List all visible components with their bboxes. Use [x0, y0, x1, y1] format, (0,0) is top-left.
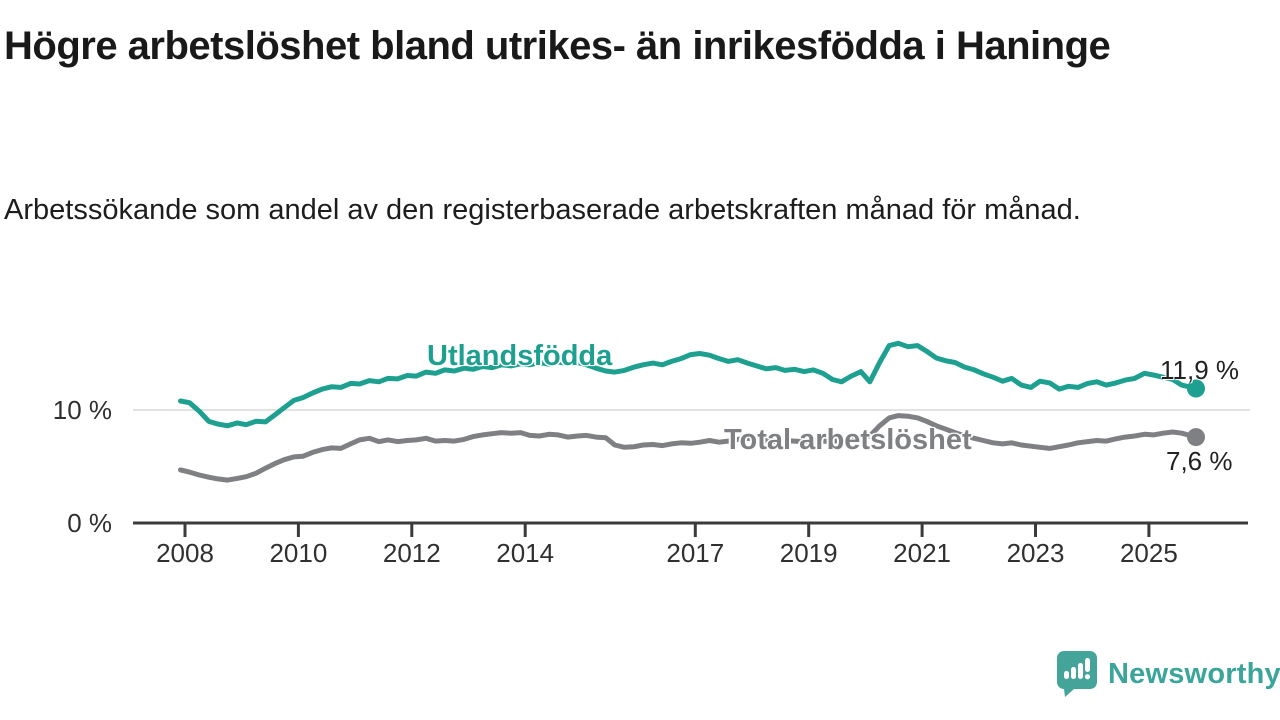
x-tick-label-2025: 2025	[1120, 538, 1178, 568]
newsworthy-logo-icon	[1057, 651, 1097, 697]
x-tick-label-2021: 2021	[893, 538, 951, 568]
speech-bubble-shape	[1057, 651, 1097, 697]
y-axis-tick-labels: 0 % 10 %	[53, 395, 112, 538]
series-label-total-arbetsloshet: Total arbetslöshet	[724, 424, 972, 456]
end-value-label-utlandsfodda: 11,9 %	[1160, 355, 1240, 385]
x-tick-label-2023: 2023	[1007, 538, 1065, 568]
x-tick-label-2012: 2012	[383, 538, 441, 568]
y-tick-label-0: 0 %	[67, 508, 112, 538]
series-line-utlandsfodda	[178, 340, 1199, 429]
end-value-label-total-arbetsloshet: 7,6 %	[1166, 446, 1233, 476]
x-tick-label-2008: 2008	[156, 538, 214, 568]
page-title: Högre arbetslöshet bland utrikes- än inr…	[4, 24, 1111, 68]
x-tick-label-2017: 2017	[666, 538, 724, 568]
newsworthy-logo-text: Newsworthy	[1108, 657, 1280, 690]
y-tick-label-10: 10 %	[53, 395, 112, 425]
newsworthy-logo: Newsworthy	[1056, 650, 1280, 698]
chart-subtitle: Arbetssökande som andel av den registerb…	[4, 194, 1081, 226]
series-end-dot-total-arbetsloshet	[1187, 428, 1205, 447]
x-tick-label-2019: 2019	[780, 538, 838, 568]
x-tick-label-2010: 2010	[269, 538, 327, 568]
x-axis-tick-labels: 2008 2010 2012 2014 2017 2019 2021 2023 2025	[156, 538, 1178, 568]
x-tick-label-2014: 2014	[496, 538, 554, 568]
series-end-dot-utlandsfodda	[1187, 379, 1205, 398]
series-label-utlandsfodda: Utlandsfödda	[427, 340, 613, 372]
x-axis-ticks	[183, 523, 1151, 537]
series-line-total-arbetsloshet	[178, 413, 1199, 483]
bar-chart-glyph	[1064, 658, 1091, 680]
